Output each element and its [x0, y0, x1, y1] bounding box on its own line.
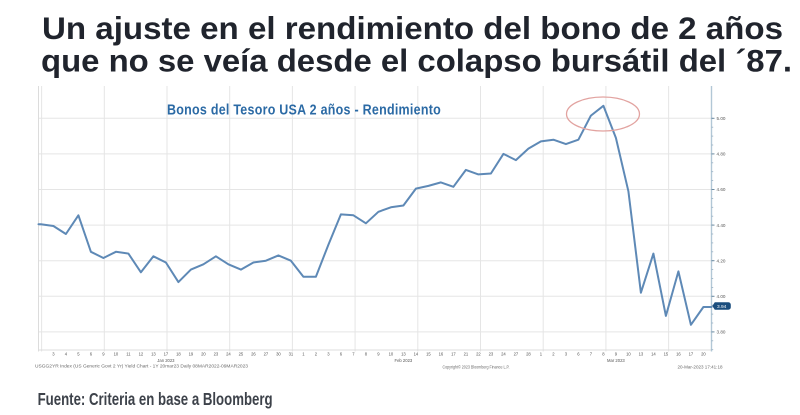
svg-text:8: 8	[365, 351, 368, 356]
svg-text:1: 1	[302, 351, 305, 356]
svg-text:14: 14	[651, 351, 656, 356]
svg-text:28: 28	[526, 351, 531, 356]
svg-text:23: 23	[489, 351, 494, 356]
svg-text:Fuente: Criteria en base a Blo: Fuente: Criteria en base a Bloomberg	[38, 389, 273, 409]
svg-text:4.40: 4.40	[717, 223, 726, 228]
svg-text:15: 15	[426, 351, 431, 356]
svg-text:3.80: 3.80	[717, 330, 726, 335]
svg-text:4.80: 4.80	[717, 152, 726, 157]
svg-text:27: 27	[514, 351, 519, 356]
svg-text:Mar 2023: Mar 2023	[607, 358, 625, 363]
svg-text:24: 24	[501, 351, 506, 356]
svg-text:Copyright© 2023 Bloomberg Fina: Copyright© 2023 Bloomberg Finance L.P.	[443, 364, 510, 369]
svg-text:17: 17	[164, 351, 169, 356]
svg-text:21: 21	[464, 351, 469, 356]
svg-text:4: 4	[65, 351, 68, 356]
svg-text:18: 18	[176, 351, 181, 356]
svg-text:17: 17	[451, 351, 456, 356]
svg-text:16: 16	[676, 351, 681, 356]
svg-text:Un ajuste en el rendimiento de: Un ajuste en el rendimiento del bono de …	[42, 10, 783, 46]
svg-text:19: 19	[189, 351, 194, 356]
svg-text:7: 7	[590, 351, 593, 356]
svg-text:16: 16	[439, 351, 444, 356]
svg-text:20: 20	[201, 351, 206, 356]
svg-text:13: 13	[639, 351, 644, 356]
svg-text:26: 26	[251, 351, 256, 356]
svg-text:9: 9	[615, 351, 618, 356]
svg-text:que no se veía desde el colaps: que no se veía desde el colapso bursátil…	[41, 43, 792, 79]
svg-text:13: 13	[401, 351, 406, 356]
svg-text:Bonos del Tesoro USA 2 años -: Bonos del Tesoro USA 2 años - Rendimient…	[167, 103, 441, 119]
svg-text:10: 10	[389, 351, 394, 356]
svg-text:31: 31	[289, 351, 294, 356]
svg-text:3: 3	[327, 351, 330, 356]
svg-text:2: 2	[315, 351, 318, 356]
svg-text:24: 24	[226, 351, 231, 356]
svg-text:11: 11	[126, 351, 131, 356]
svg-text:17: 17	[689, 351, 694, 356]
svg-text:25: 25	[239, 351, 244, 356]
svg-text:20-Mar-2023 17:41:18: 20-Mar-2023 17:41:18	[678, 364, 724, 369]
svg-text:5: 5	[77, 351, 80, 356]
svg-text:3.94: 3.94	[717, 304, 727, 310]
svg-text:1: 1	[540, 351, 543, 356]
svg-text:Feb 2023: Feb 2023	[395, 358, 413, 363]
svg-text:14: 14	[414, 351, 419, 356]
svg-text:4.00: 4.00	[717, 294, 726, 299]
svg-text:10: 10	[626, 351, 631, 356]
svg-text:9: 9	[102, 351, 105, 356]
svg-text:7: 7	[352, 351, 355, 356]
svg-text:6: 6	[90, 351, 93, 356]
svg-text:22: 22	[476, 351, 481, 356]
svg-text:8: 8	[602, 351, 605, 356]
svg-text:6: 6	[577, 351, 580, 356]
svg-text:12: 12	[139, 351, 144, 356]
svg-text:9: 9	[377, 351, 380, 356]
svg-text:USGG2YR Index (US Generic Govt: USGG2YR Index (US Generic Govt 2 Yr) Yie…	[35, 363, 249, 368]
svg-text:30: 30	[276, 351, 281, 356]
svg-text:Jan 2023: Jan 2023	[157, 358, 175, 363]
svg-text:4.20: 4.20	[717, 258, 726, 263]
svg-text:10: 10	[114, 351, 119, 356]
svg-text:15: 15	[664, 351, 669, 356]
svg-text:20: 20	[701, 351, 706, 356]
svg-text:4.60: 4.60	[717, 187, 726, 192]
svg-text:6: 6	[340, 351, 343, 356]
svg-text:27: 27	[264, 351, 269, 356]
svg-text:3: 3	[565, 351, 568, 356]
svg-text:23: 23	[214, 351, 219, 356]
svg-text:3: 3	[52, 351, 55, 356]
svg-text:5.00: 5.00	[717, 116, 726, 121]
svg-text:2: 2	[552, 351, 555, 356]
svg-text:13: 13	[151, 351, 156, 356]
